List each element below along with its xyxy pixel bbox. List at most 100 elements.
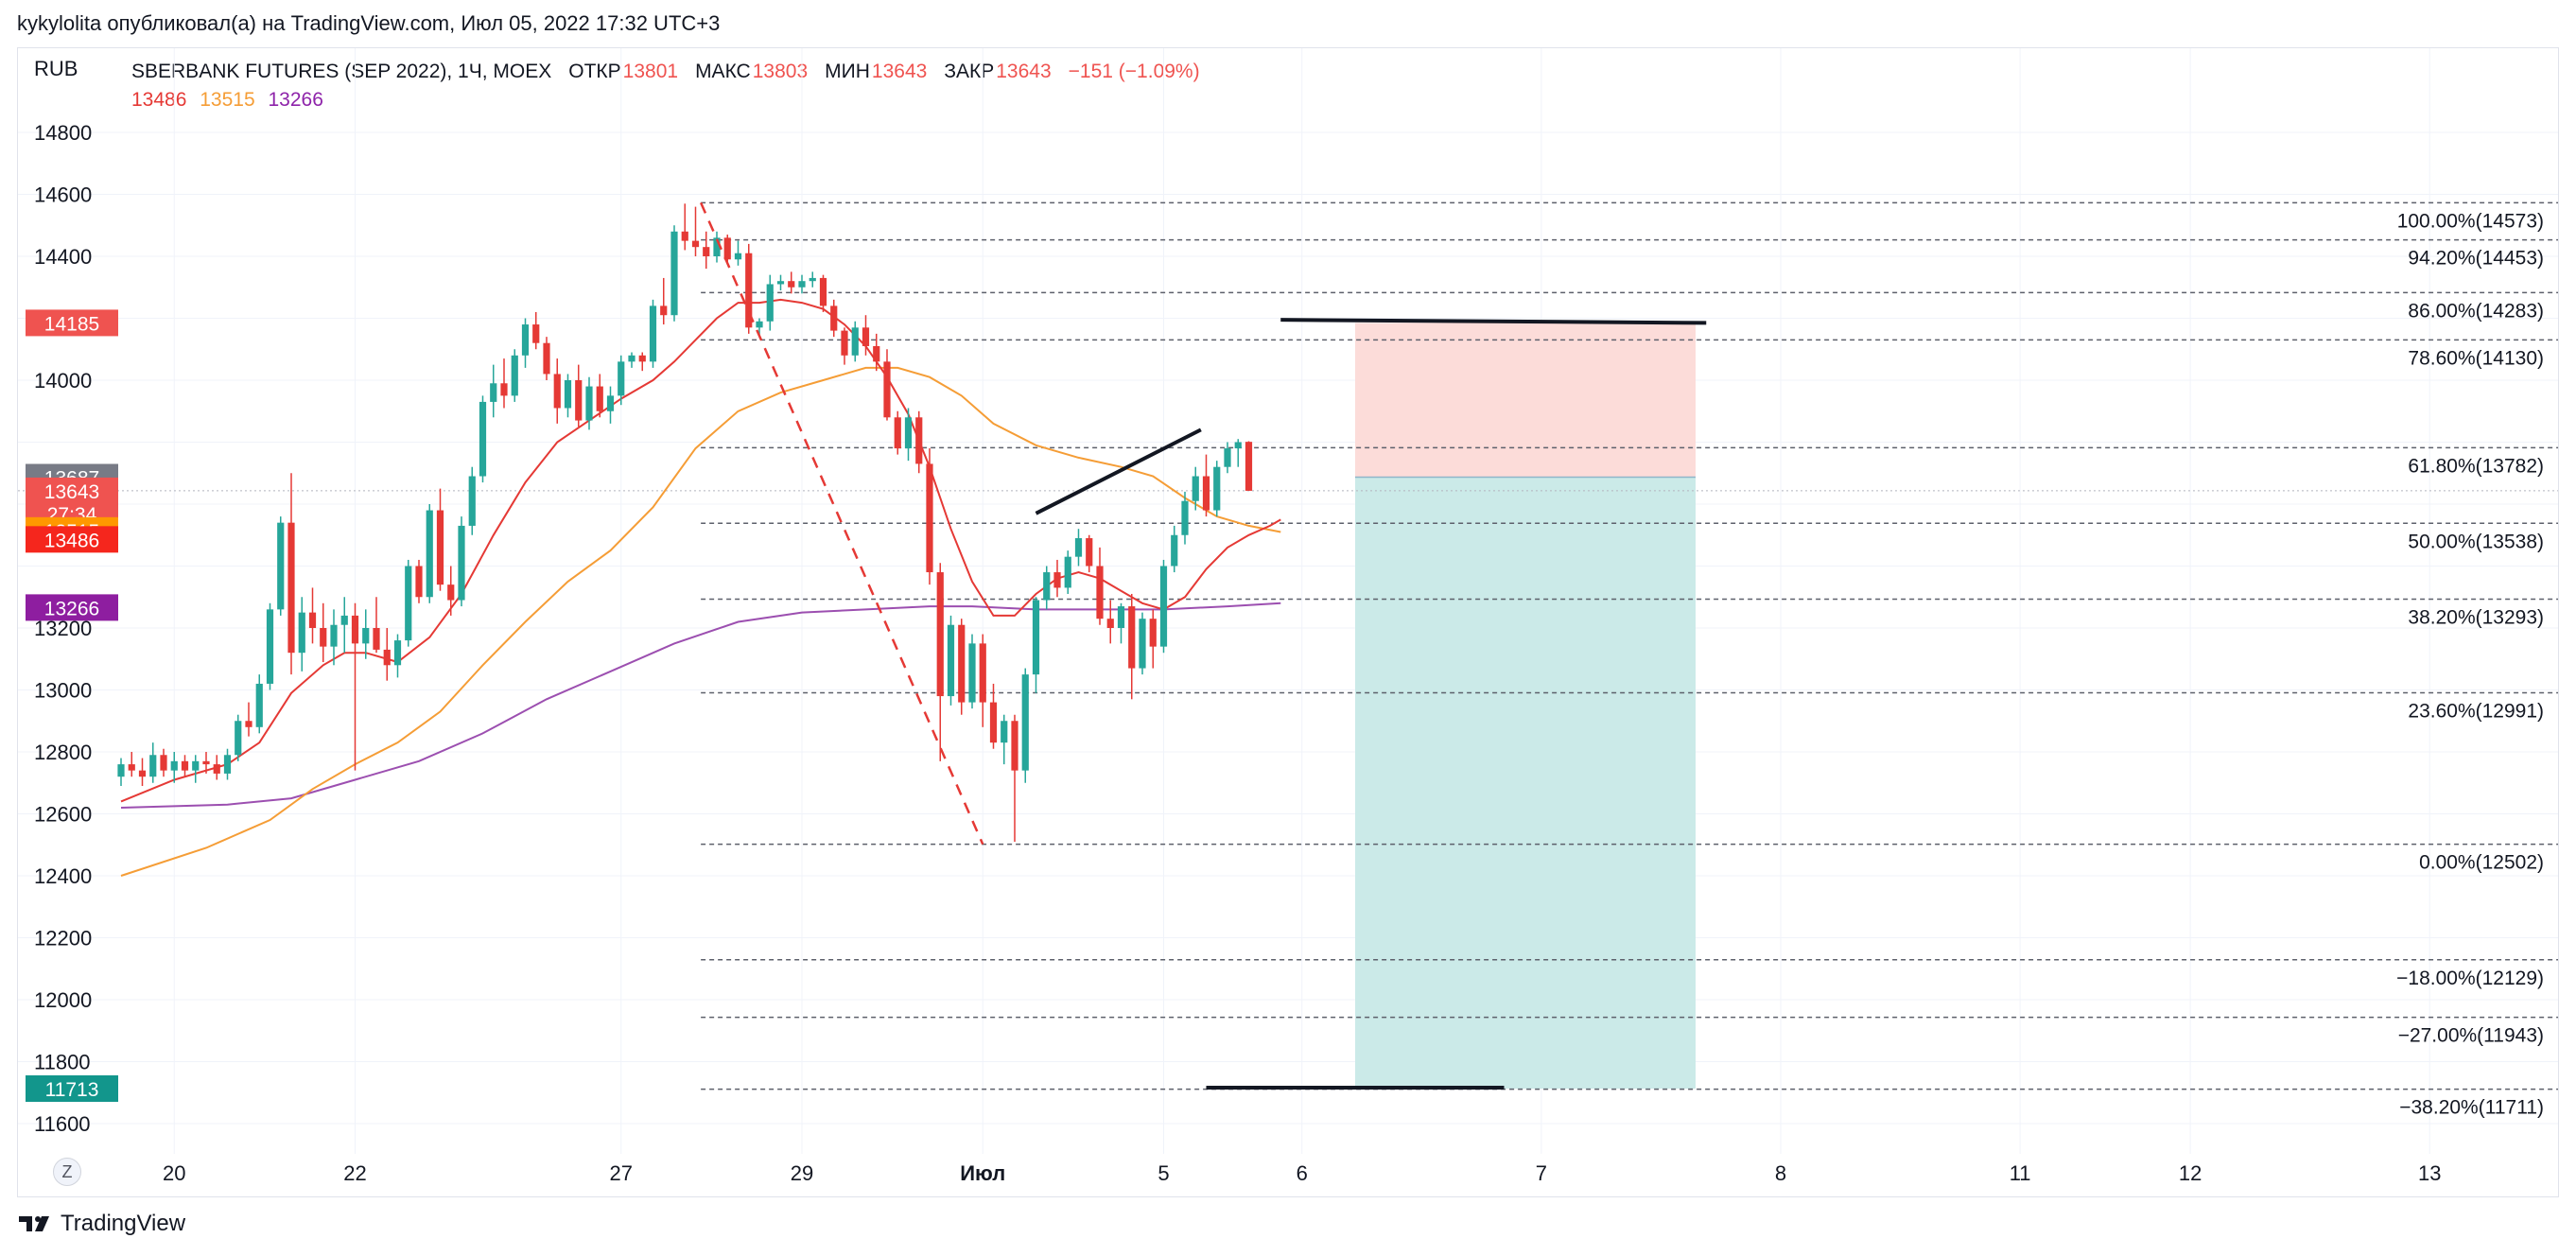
candle-body[interactable]	[458, 525, 465, 601]
candle-body[interactable]	[138, 770, 147, 777]
candle-body[interactable]	[1224, 448, 1231, 467]
candle-body[interactable]	[575, 380, 583, 421]
candle-body[interactable]	[1171, 534, 1178, 567]
candle-body[interactable]	[734, 253, 742, 260]
candle-body[interactable]	[255, 683, 263, 727]
candle-body[interactable]	[1021, 674, 1029, 771]
timezone-z-button[interactable]: Z	[53, 1158, 81, 1186]
candle-body[interactable]	[436, 510, 444, 585]
candle-body[interactable]	[585, 386, 593, 421]
candle-body[interactable]	[1011, 721, 1018, 771]
candle-body[interactable]	[1244, 442, 1253, 491]
candle-body[interactable]	[1032, 600, 1040, 675]
candle-body[interactable]	[170, 760, 178, 771]
candle-body[interactable]	[223, 755, 232, 774]
ma-slow-line[interactable]	[120, 602, 1281, 809]
candle-body[interactable]	[788, 281, 795, 288]
ma-fast-line[interactable]	[120, 298, 1281, 803]
candle-body[interactable]	[989, 702, 998, 743]
candle-body[interactable]	[638, 355, 646, 362]
candle-body[interactable]	[149, 755, 157, 777]
candle-body[interactable]	[1181, 500, 1189, 535]
legend-symbol[interactable]: SBERBANK FUTURES (SEP 2022), 1Ч, MOEX	[131, 61, 552, 82]
candle-body[interactable]	[958, 624, 966, 703]
candle-body[interactable]	[287, 522, 295, 654]
candle-body[interactable]	[1149, 619, 1157, 647]
candle-body[interactable]	[117, 764, 125, 777]
candle-body[interactable]	[543, 342, 550, 375]
candle-body[interactable]	[1213, 466, 1221, 511]
candle-body[interactable]	[873, 345, 880, 362]
candle-body[interactable]	[320, 628, 327, 647]
candle-body[interactable]	[894, 417, 901, 449]
candle-body[interactable]	[606, 395, 615, 411]
candle-body[interactable]	[670, 231, 678, 316]
candle-body[interactable]	[405, 566, 412, 641]
candle-body[interactable]	[521, 324, 530, 356]
candle-body[interactable]	[383, 649, 391, 666]
candle-body[interactable]	[266, 609, 274, 684]
candle-body[interactable]	[756, 321, 763, 328]
candle-body[interactable]	[809, 277, 816, 282]
candle-body[interactable]	[500, 383, 508, 396]
candle-body[interactable]	[532, 324, 540, 343]
ma-mid-line[interactable]	[120, 366, 1281, 877]
candle-body[interactable]	[235, 721, 242, 756]
candle-body[interactable]	[308, 612, 317, 628]
resistance-line[interactable]	[1280, 318, 1707, 325]
candle-body[interactable]	[426, 510, 433, 598]
candle-body[interactable]	[1053, 572, 1061, 588]
candle-body[interactable]	[798, 281, 806, 288]
candle-body[interactable]	[447, 584, 455, 601]
candle-body[interactable]	[691, 240, 700, 248]
candle-body[interactable]	[340, 615, 348, 625]
candle-body[interactable]	[192, 760, 200, 771]
candle-body[interactable]	[883, 361, 891, 418]
candle-body[interactable]	[1117, 606, 1125, 628]
candle-body[interactable]	[979, 643, 986, 703]
candle-body[interactable]	[511, 355, 518, 396]
candle-body[interactable]	[1001, 721, 1008, 743]
tradingview-logo[interactable]: TradingView	[17, 1211, 185, 1237]
candle-body[interactable]	[1234, 442, 1242, 449]
candle-body[interactable]	[362, 628, 370, 644]
candle-body[interactable]	[947, 624, 955, 697]
candle-body[interactable]	[851, 327, 859, 356]
candle-body[interactable]	[660, 305, 668, 316]
candle-body[interactable]	[649, 305, 657, 362]
take-profit-zone[interactable]	[1355, 477, 1696, 1089]
candle-body[interactable]	[830, 305, 838, 331]
candle-body[interactable]	[351, 615, 359, 644]
candle-body[interactable]	[904, 417, 913, 449]
candle-body[interactable]	[553, 374, 561, 409]
candle-body[interactable]	[277, 522, 285, 610]
candle-body[interactable]	[330, 624, 338, 647]
candle-body[interactable]	[1086, 538, 1093, 567]
candle-body[interactable]	[160, 755, 167, 771]
candle-body[interactable]	[776, 281, 785, 285]
candle-body[interactable]	[628, 355, 635, 362]
candle-body[interactable]	[596, 386, 603, 411]
candle-body[interactable]	[1192, 476, 1199, 501]
candle-body[interactable]	[1096, 566, 1104, 619]
candle-body[interactable]	[564, 380, 572, 409]
fib-trend-dashed-line[interactable]	[699, 201, 984, 846]
candle-body[interactable]	[1043, 572, 1051, 601]
candle-body[interactable]	[926, 463, 933, 573]
candle-body[interactable]	[766, 284, 774, 322]
stop-loss-zone[interactable]	[1355, 323, 1696, 478]
candle-body[interactable]	[490, 383, 497, 402]
candle-body[interactable]	[468, 476, 476, 526]
candle-body[interactable]	[298, 612, 305, 654]
candle-body[interactable]	[1202, 476, 1210, 511]
candle-body[interactable]	[713, 237, 721, 256]
candle-body[interactable]	[1074, 538, 1083, 557]
candle-body[interactable]	[819, 277, 827, 306]
candle-body[interactable]	[245, 721, 252, 727]
candle-body[interactable]	[618, 361, 625, 396]
candle-body[interactable]	[213, 764, 220, 774]
candle-body[interactable]	[681, 231, 688, 241]
candle-body[interactable]	[723, 237, 731, 260]
candle-body[interactable]	[1106, 619, 1114, 628]
